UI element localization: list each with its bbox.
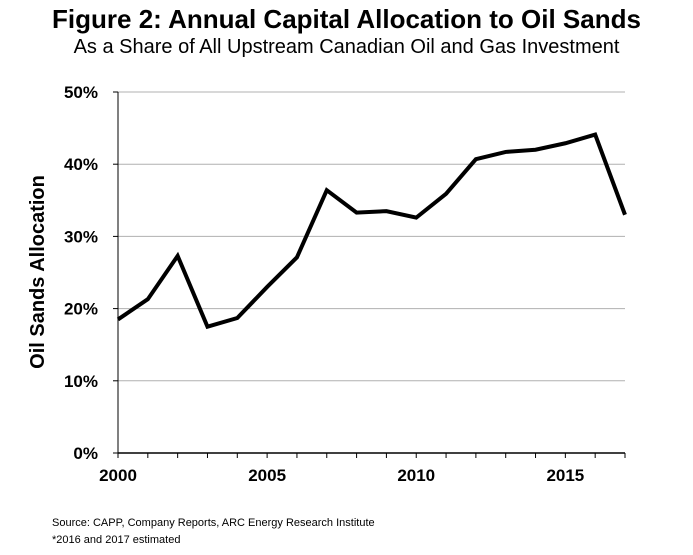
data-point — [205, 325, 209, 329]
data-point — [295, 255, 299, 259]
chart-title: Figure 2: Annual Capital Allocation to O… — [52, 4, 641, 34]
data-point — [265, 285, 269, 289]
data-point — [593, 133, 597, 137]
source-note: Source: CAPP, Company Reports, ARC Energ… — [52, 517, 375, 529]
y-tick-label: 30% — [64, 227, 98, 246]
data-point — [474, 157, 478, 161]
x-tick-labels: 2000 2005 2010 2015 — [99, 466, 584, 485]
data-point — [384, 209, 388, 213]
y-tick-label: 20% — [64, 300, 98, 319]
data-point — [444, 192, 448, 196]
data-point — [534, 148, 538, 152]
series-line — [116, 132, 627, 330]
y-axis-label: Oil Sands Allocation — [27, 175, 49, 369]
data-point — [414, 216, 418, 220]
data-point — [563, 141, 567, 145]
x-tick-label: 2010 — [397, 466, 435, 485]
x-tick-label: 2005 — [248, 466, 286, 485]
data-point — [146, 297, 150, 301]
y-tick-label: 40% — [64, 155, 98, 174]
data-point — [176, 254, 180, 258]
x-tick-label: 2015 — [546, 466, 584, 485]
gridlines — [118, 91, 625, 382]
estimate-note: *2016 and 2017 estimated — [52, 534, 181, 546]
y-tick-label: 0% — [73, 444, 98, 463]
data-point — [235, 316, 239, 320]
data-point — [623, 213, 627, 217]
y-tick-label: 50% — [64, 83, 98, 102]
data-point — [325, 188, 329, 192]
chart-subtitle: As a Share of All Upstream Canadian Oil … — [73, 36, 620, 58]
x-tick-label: 2000 — [99, 466, 137, 485]
y-tick-labels: 0% 10% 20% 30% 40% 50% — [64, 83, 98, 463]
series-layer — [116, 132, 627, 330]
axes — [113, 91, 626, 458]
data-point — [504, 150, 508, 154]
y-tick-label: 10% — [64, 372, 98, 391]
data-point — [355, 211, 359, 215]
data-point — [116, 317, 120, 321]
